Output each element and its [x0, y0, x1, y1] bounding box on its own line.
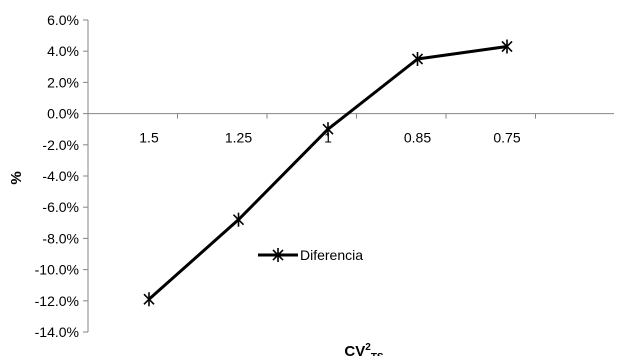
data-point-marker — [501, 39, 513, 54]
x-tick-label: 0.75 — [493, 130, 520, 146]
y-tick-label: 2.0% — [47, 74, 79, 90]
zero-line — [87, 113, 614, 119]
data-point-marker — [322, 122, 334, 137]
series-diferencia — [143, 39, 513, 307]
legend-label: Diferencia — [300, 247, 363, 263]
y-tick-label: -10.0% — [35, 262, 79, 278]
y-tick-label: -2.0% — [42, 137, 79, 153]
legend: Diferencia — [258, 247, 363, 263]
x-axis-title-sup: 2 — [365, 342, 371, 353]
legend-marker — [272, 248, 284, 262]
y-tick-label: -6.0% — [42, 199, 79, 215]
y-tick-label: -4.0% — [42, 168, 79, 184]
y-tick-label: 0.0% — [47, 106, 79, 122]
y-tick-label: 6.0% — [47, 12, 79, 28]
x-axis-title-sub: TS — [371, 352, 384, 356]
y-tick-label: -12.0% — [35, 293, 79, 309]
x-tick-label: 1 — [324, 130, 332, 146]
y-tick-label: 4.0% — [47, 43, 79, 59]
x-axis-title-base: CV — [344, 343, 365, 356]
data-point-marker — [143, 292, 155, 307]
y-axis: 6.0% 4.0% 2.0% 0.0% -2.0% -4.0% -6.0% -8.0% -10.… — [35, 12, 89, 340]
x-tick-label: 1.5 — [139, 130, 159, 146]
x-tick-label: 0.85 — [404, 130, 431, 146]
x-axis-tick-labels: 1.5 1.25 1 0.85 0.75 — [139, 130, 521, 146]
x-tick-label: 1.25 — [225, 130, 252, 146]
y-axis-title: % — [8, 171, 25, 184]
y-tick-label: -8.0% — [42, 230, 79, 246]
y-tick-label: -14.0% — [35, 324, 79, 340]
x-axis-title: CV2TS — [344, 342, 384, 356]
data-point-marker — [411, 52, 424, 66]
data-point-marker — [232, 212, 245, 227]
